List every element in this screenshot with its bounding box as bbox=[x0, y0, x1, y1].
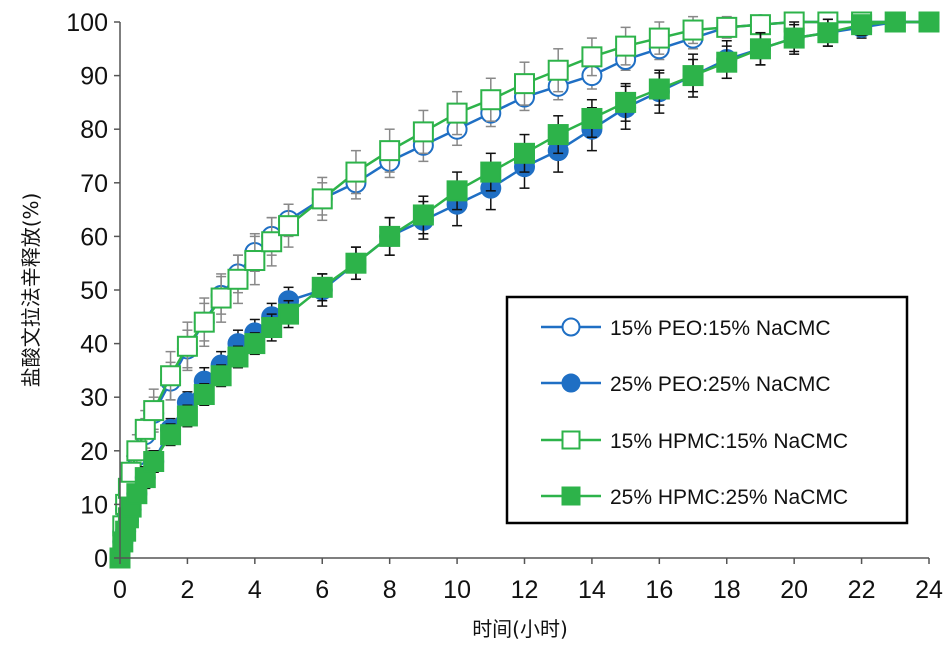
data-point bbox=[261, 231, 283, 253]
data-point bbox=[716, 16, 738, 38]
data-point bbox=[160, 365, 182, 387]
y-tick-label: 60 bbox=[80, 223, 108, 251]
y-tick-label: 90 bbox=[80, 63, 108, 91]
data-point bbox=[210, 365, 232, 387]
data-point bbox=[160, 424, 182, 446]
data-point bbox=[244, 250, 266, 272]
data-point bbox=[261, 317, 283, 339]
data-point bbox=[193, 311, 215, 333]
data-point bbox=[918, 11, 940, 33]
legend-label: 15% HPMC:15% NaCMC bbox=[610, 430, 848, 453]
y-tick-label: 100 bbox=[66, 9, 108, 37]
y-tick-label: 0 bbox=[94, 545, 108, 573]
x-tick-label: 2 bbox=[180, 576, 194, 604]
data-point bbox=[311, 188, 333, 210]
legend-marker bbox=[561, 317, 581, 337]
data-point bbox=[648, 27, 670, 49]
x-tick-label: 6 bbox=[315, 576, 329, 604]
data-point bbox=[345, 161, 367, 183]
data-point bbox=[193, 384, 215, 406]
legend-items: 15% PEO:15% NaCMC 25% PEO:25% NaCMC 15% HP… bbox=[541, 317, 848, 509]
legend-label: 25% PEO:25% NaCMC bbox=[610, 373, 831, 396]
data-point bbox=[227, 268, 249, 290]
legend-marker bbox=[561, 430, 581, 450]
data-point bbox=[345, 252, 367, 274]
data-point bbox=[749, 14, 771, 36]
data-point bbox=[480, 89, 502, 111]
data-point bbox=[311, 276, 333, 298]
x-tick-label: 18 bbox=[713, 576, 741, 604]
data-point bbox=[244, 333, 266, 355]
data-point bbox=[176, 405, 198, 427]
data-point bbox=[547, 124, 569, 146]
data-point bbox=[615, 35, 637, 57]
data-point bbox=[480, 161, 502, 183]
y-axis-title: 盐酸文拉法辛释放(%) bbox=[19, 193, 43, 388]
data-point bbox=[134, 418, 156, 440]
legend-marker bbox=[561, 486, 581, 506]
data-point bbox=[210, 287, 232, 309]
x-tick-label: 0 bbox=[113, 576, 127, 604]
x-tick-label: 10 bbox=[443, 576, 471, 604]
x-tick-label: 12 bbox=[511, 576, 539, 604]
data-point bbox=[648, 78, 670, 100]
data-point bbox=[682, 19, 704, 41]
data-point bbox=[278, 215, 300, 237]
data-point bbox=[278, 303, 300, 325]
y-tick-label: 50 bbox=[80, 277, 108, 305]
legend-marker bbox=[561, 373, 581, 393]
y-tick-label: 10 bbox=[80, 491, 108, 519]
y-tick-label: 80 bbox=[80, 116, 108, 144]
data-point bbox=[176, 335, 198, 357]
data-point bbox=[581, 46, 603, 68]
data-point bbox=[749, 38, 771, 60]
data-point bbox=[884, 11, 906, 33]
data-point bbox=[581, 107, 603, 129]
data-point bbox=[379, 140, 401, 162]
data-point bbox=[412, 204, 434, 226]
data-point bbox=[682, 65, 704, 87]
data-point bbox=[412, 121, 434, 143]
legend-label: 25% HPMC:25% NaCMC bbox=[610, 486, 848, 509]
y-tick-label: 30 bbox=[80, 384, 108, 412]
legend-label: 15% PEO:15% NaCMC bbox=[610, 317, 831, 340]
legend: 15% PEO:15% NaCMC 25% PEO:25% NaCMC 15% HP… bbox=[505, 295, 909, 525]
y-tick-label: 20 bbox=[80, 438, 108, 466]
x-tick-label: 8 bbox=[383, 576, 397, 604]
x-tick-label: 24 bbox=[915, 576, 943, 604]
data-point bbox=[227, 346, 249, 368]
data-point bbox=[817, 22, 839, 44]
x-tick-label: 20 bbox=[780, 576, 808, 604]
data-point bbox=[514, 142, 535, 164]
data-point bbox=[851, 14, 873, 36]
x-tick-label: 22 bbox=[848, 576, 876, 604]
x-axis-title: 时间(小时) bbox=[472, 617, 568, 641]
data-point bbox=[143, 400, 165, 422]
data-point bbox=[126, 440, 148, 462]
data-point bbox=[143, 451, 165, 473]
data-point bbox=[615, 91, 637, 113]
data-point bbox=[379, 225, 401, 247]
x-tick-label: 4 bbox=[248, 576, 262, 604]
data-point bbox=[783, 27, 805, 49]
x-tick-label: 14 bbox=[578, 576, 606, 604]
series-layer bbox=[109, 11, 940, 569]
data-point bbox=[514, 73, 535, 95]
data-point bbox=[547, 59, 569, 81]
y-tick-label: 70 bbox=[80, 170, 108, 198]
data-point bbox=[446, 180, 468, 202]
data-point bbox=[716, 51, 738, 73]
y-tick-label: 40 bbox=[80, 331, 108, 359]
x-tick-label: 16 bbox=[645, 576, 673, 604]
series-4 bbox=[109, 11, 940, 569]
data-point bbox=[446, 102, 468, 124]
